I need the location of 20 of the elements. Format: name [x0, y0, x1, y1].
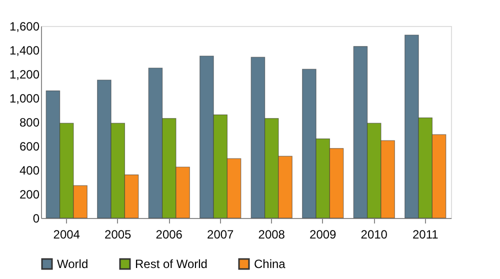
y-tick-label: 1,000	[9, 92, 40, 106]
y-tick-label: 200	[19, 188, 40, 202]
legend-label: World	[57, 257, 88, 271]
legend-label: China	[254, 257, 286, 271]
x-tick-label: 2009	[310, 228, 337, 242]
y-tick-label: 600	[19, 140, 40, 154]
x-tick-label: 2006	[156, 228, 183, 242]
x-tick-label: 2007	[207, 228, 234, 242]
x-tick-label: 2011	[412, 228, 439, 242]
x-tick-label: 2010	[360, 228, 388, 242]
y-tick-label: 800	[19, 116, 40, 130]
y-tick-label: 0	[32, 212, 40, 226]
x-tick-label: 2005	[104, 228, 132, 242]
y-tick-label: 1,600	[9, 20, 40, 34]
legend-label: Rest of World	[135, 257, 208, 271]
y-tick-label: 1,200	[9, 68, 40, 82]
y-tick-label: 400	[19, 164, 40, 178]
x-tick-label: 2004	[53, 228, 80, 242]
y-tick-label: 1,400	[9, 44, 40, 58]
x-tick-label: 2008	[258, 228, 286, 242]
